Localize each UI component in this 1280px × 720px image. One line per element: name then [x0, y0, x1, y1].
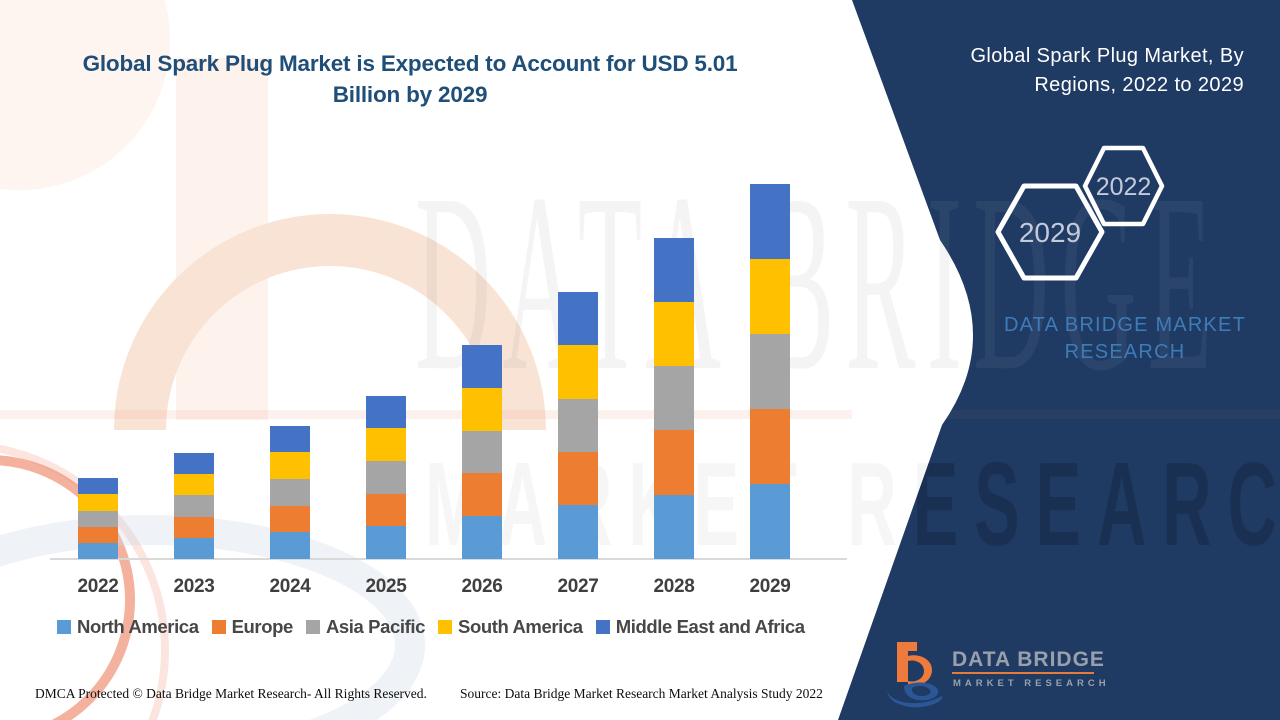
bar-segment: [558, 398, 598, 452]
bar-segment: [654, 237, 694, 303]
panel-title: Global Spark Plug Market, By Regions, 20…: [904, 42, 1244, 100]
panel-brand-line2: RESEARCH: [1064, 341, 1186, 363]
legend-label: South America: [458, 616, 583, 637]
bar-segment: [654, 366, 694, 431]
legend-label: Asia Pacific: [325, 616, 426, 637]
dbmr-logo-text-line2: MARKET RESEARCH: [953, 678, 1110, 689]
bar-segment: [174, 474, 214, 496]
chart-title-line1: Global Spark Plug Market is Expected to …: [82, 51, 738, 76]
bar-segment: [750, 334, 790, 409]
dbmr-logo-mark-icon: [887, 642, 943, 708]
x-axis-label-2027: 2027: [557, 576, 599, 597]
side-panel-shape: [838, 0, 1280, 720]
legend-item-north-america: North America: [57, 616, 199, 638]
bar-segment: [78, 510, 118, 527]
bar-2026: [462, 344, 502, 559]
hexagon-2029: 2029: [995, 183, 1105, 281]
bar-segment: [366, 395, 406, 429]
x-axis-label-2025: 2025: [365, 576, 407, 597]
legend-swatch-icon: [57, 620, 71, 634]
bar-segment: [462, 344, 502, 388]
bar-segment: [366, 461, 406, 494]
bar-segment: [174, 516, 214, 538]
bar-segment: [270, 532, 310, 559]
bar-2027: [558, 291, 598, 559]
bar-segment: [750, 259, 790, 334]
panel-brand-line1: DATA BRIDGE MARKET: [1003, 314, 1246, 336]
bar-2024: [270, 425, 310, 559]
bar-segment: [654, 430, 694, 495]
bar-segment: [558, 451, 598, 506]
legend-label: North America: [77, 616, 199, 637]
bar-2022: [78, 478, 118, 560]
x-axis-label-2023: 2023: [173, 576, 215, 597]
bar-segment: [174, 495, 214, 517]
bar-segment: [654, 494, 694, 559]
x-axis-label-2024: 2024: [269, 576, 311, 597]
bar-segment: [78, 542, 118, 560]
dmca-notice: DMCA Protected © Data Bridge Market Rese…: [35, 686, 427, 701]
legend-swatch-icon: [595, 620, 610, 634]
x-axis-line: [50, 558, 847, 560]
bar-segment: [750, 409, 790, 484]
panel-title-line2: Regions, 2022 to 2029: [1034, 74, 1244, 96]
legend-label: Middle East and Africa: [615, 616, 805, 637]
bar-segment: [78, 494, 118, 511]
bar-segment: [78, 526, 118, 543]
bar-2025: [366, 395, 406, 559]
bar-segment: [462, 387, 502, 431]
bar-2023: [174, 452, 214, 560]
bar-segment: [462, 430, 502, 474]
panel-brand-text: DATA BRIDGE MARKET RESEARCH: [1000, 312, 1250, 366]
bar-segment: [558, 505, 598, 559]
bar-segment: [366, 526, 406, 559]
svg-text:2029: 2029: [1019, 217, 1081, 248]
bar-segment: [558, 291, 598, 346]
bar-segment: [558, 345, 598, 399]
dbmr-logo-text-line1: DATA BRIDGE: [952, 648, 1105, 671]
bar-segment: [174, 537, 214, 560]
chart-title: Global Spark Plug Market is Expected to …: [30, 48, 790, 110]
legend-swatch-icon: [211, 620, 226, 634]
bar-segment: [750, 184, 790, 259]
legend-item-europe: Europe: [211, 616, 294, 638]
bar-segment: [270, 505, 310, 533]
bar-segment: [78, 478, 118, 495]
legend-item-asia-pacific: Asia Pacific: [305, 616, 426, 638]
dbmr-logo-underline: [952, 672, 1094, 674]
panel-title-line1: Global Spark Plug Market, By: [970, 45, 1244, 67]
legend-item-middle-east-and-africa: Middle East and Africa: [595, 616, 805, 638]
x-axis-label-2029: 2029: [749, 576, 791, 597]
svg-text:2022: 2022: [1096, 173, 1152, 201]
legend-swatch-icon: [438, 620, 453, 634]
chart-title-line2: Billion by 2029: [332, 82, 488, 107]
legend-swatch-icon: [305, 620, 320, 634]
legend-label: Europe: [231, 616, 294, 637]
peach-logo-watermark: [0, 0, 852, 720]
x-axis-label-2028: 2028: [653, 576, 695, 597]
bar-segment: [270, 478, 310, 506]
source-note: Source: Data Bridge Market Research Mark…: [460, 686, 823, 701]
bar-segment: [270, 452, 310, 479]
bar-segment: [366, 428, 406, 461]
bar-segment: [366, 493, 406, 527]
dbmr-logo: DATA BRIDGE MARKET RESEARCH: [886, 634, 1116, 710]
chart-legend: North America Europe Asia Pacific South Ame…: [57, 616, 805, 638]
bar-segment: [174, 452, 214, 474]
bar-2028: [654, 237, 694, 559]
bar-segment: [750, 484, 790, 559]
bar-2029: [750, 184, 790, 559]
x-axis-label-2026: 2026: [461, 576, 503, 597]
x-axis-label-2022: 2022: [77, 576, 119, 597]
bar-segment: [462, 516, 502, 559]
bar-segment: [654, 302, 694, 367]
hexagon-2022: 2022: [1082, 145, 1165, 227]
bar-segment: [270, 425, 310, 453]
legend-item-south-america: South America: [438, 616, 583, 638]
bar-segment: [462, 473, 502, 517]
